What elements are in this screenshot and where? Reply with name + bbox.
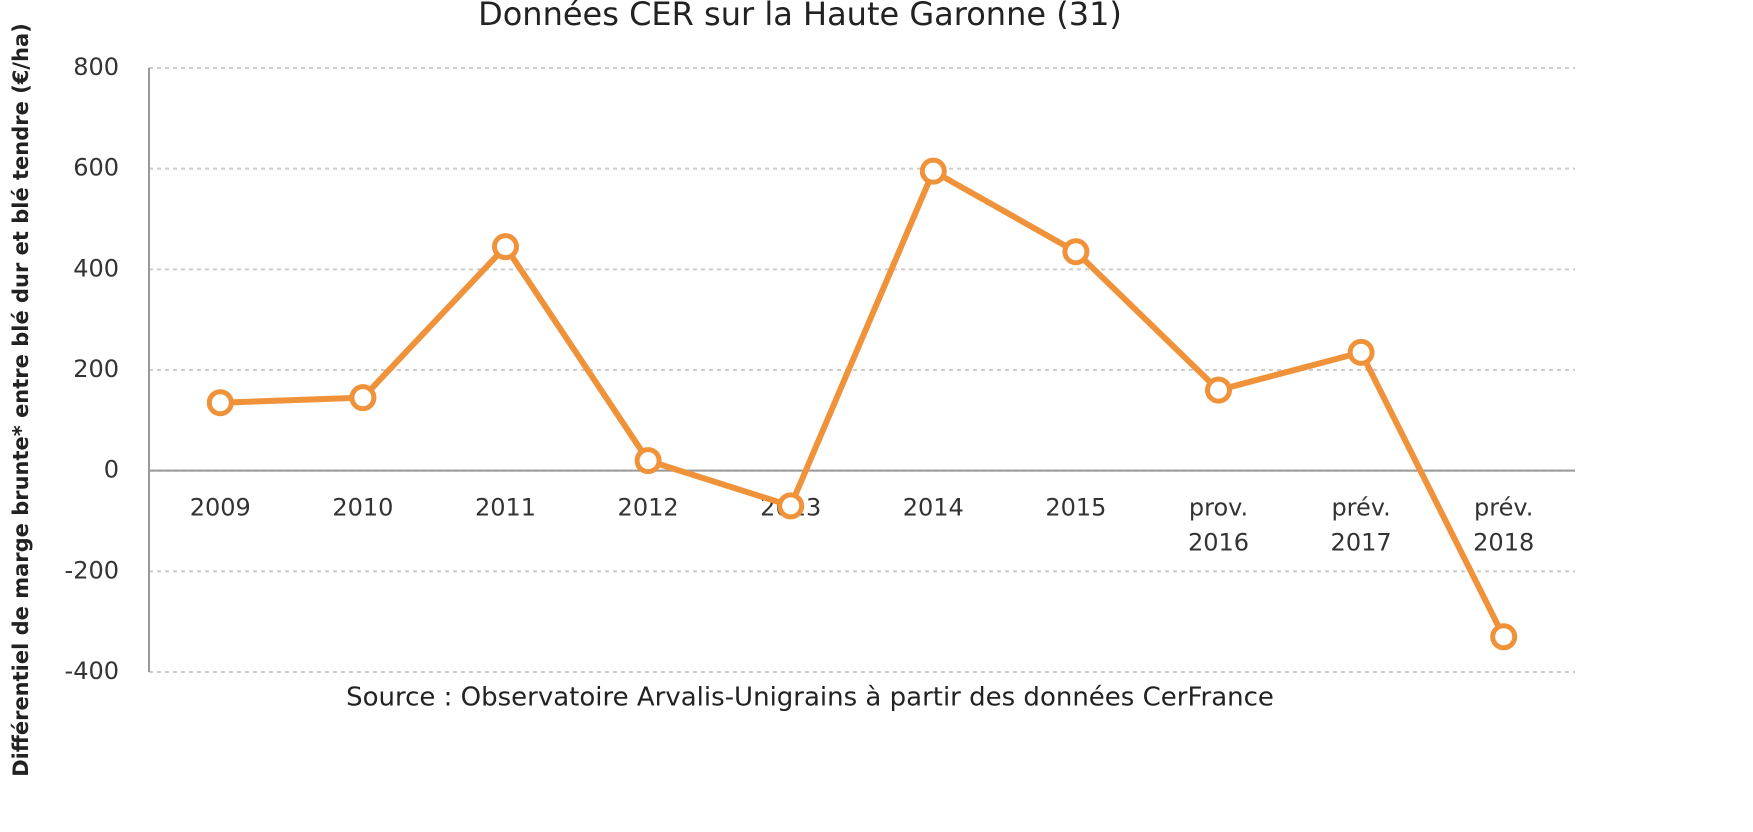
y-axis-label: Différentiel de marge brunte* entre blé … <box>9 23 33 777</box>
y-tick-label: 0 <box>104 456 119 484</box>
x-tick-label: prév. 2018 <box>1473 494 1534 557</box>
data-point <box>1347 338 1375 366</box>
y-tick-label: 400 <box>73 254 119 282</box>
x-tick-label: 2012 <box>618 494 679 522</box>
data-point <box>919 157 947 185</box>
y-tick-label: 200 <box>73 355 119 383</box>
y-tick-label: 600 <box>73 154 119 182</box>
y-tick-label: 800 <box>73 53 119 81</box>
source-note: Source : Observatoire Arvalis-Unigrains … <box>346 683 1274 713</box>
data-point <box>349 384 377 412</box>
x-tick-label: 2009 <box>190 494 251 522</box>
x-tick-label: prov. 2016 <box>1188 494 1249 557</box>
chart-title: Données CER sur la Haute Garonne (31) <box>478 0 1122 33</box>
x-tick-label: 2014 <box>903 494 964 522</box>
data-line <box>220 168 1507 639</box>
x-tick-label: prév. 2017 <box>1331 494 1392 557</box>
x-tick-label: 2015 <box>1045 494 1106 522</box>
data-point <box>1205 376 1232 404</box>
x-tick-label: 2010 <box>332 494 393 522</box>
data-point <box>777 492 805 520</box>
data-point <box>492 233 519 261</box>
data-point <box>634 447 662 475</box>
y-tick-label: -200 <box>65 556 119 584</box>
x-tick-label: 2011 <box>475 494 536 522</box>
data-point <box>1490 623 1518 651</box>
data-point <box>1062 238 1090 266</box>
data-point <box>206 389 234 417</box>
y-tick-label: -400 <box>65 657 119 685</box>
